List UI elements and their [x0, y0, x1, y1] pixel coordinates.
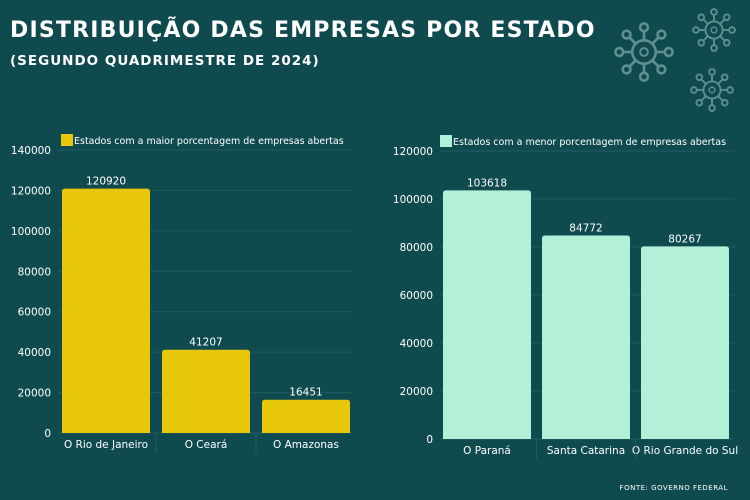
chart1-bar: [162, 349, 250, 433]
chart2-ytick-label: 120000: [393, 146, 433, 158]
chart2-ytick-label: 80000: [400, 242, 433, 254]
chart2-data-label: 80267: [668, 233, 701, 245]
chart1-bar: [262, 399, 350, 433]
chart2-legend-swatch: [440, 135, 452, 147]
chart1-ytick-label: 140000: [11, 145, 51, 157]
chart1-ytick-label: 80000: [18, 266, 51, 278]
chart2-ytick-label: 40000: [400, 338, 433, 350]
chart2-bar: [641, 246, 729, 439]
chart1-ytick-label: 100000: [11, 226, 51, 238]
chart2-xtick-label: O Paraná: [463, 445, 511, 457]
chart1-xtick-label: O Rio de Janeiro: [64, 439, 148, 451]
chart1-data-label: 16451: [289, 387, 322, 399]
page-title: DISTRIBUIÇÃO DAS EMPRESAS POR ESTADO: [10, 18, 596, 43]
chart1-bar: [62, 188, 150, 433]
source-note: FONTE: GOVERNO FEDERAL: [619, 484, 728, 492]
chart1-legend-swatch: [61, 134, 73, 146]
chart2-bar: [542, 235, 630, 439]
chart2-ytick-label: 20000: [400, 386, 433, 398]
chart2-xtick-label: Santa Catarina: [547, 445, 625, 457]
chart2-ytick-label: 100000: [393, 194, 433, 206]
chart2-data-label: 103618: [467, 177, 507, 189]
chart1-xtick-label: O Amazonas: [273, 439, 339, 451]
chart1-xtick-label: O Ceará: [185, 439, 228, 451]
chart1-ytick-label: 0: [44, 428, 51, 440]
chart1-data-label: 120920: [86, 176, 126, 188]
chart2-ytick-label: 0: [426, 434, 433, 446]
chart1-ytick-label: 40000: [18, 347, 51, 359]
chart2-legend-label: Estados com a menor porcentagem de empre…: [453, 137, 726, 148]
chart1-legend-label: Estados com a maior porcentagem de empre…: [74, 136, 344, 147]
chart2-xtick-label: O Rio Grande do Sul: [632, 445, 738, 457]
chart1-ytick-label: 20000: [18, 388, 51, 400]
chart2-ytick-label: 60000: [400, 290, 433, 302]
chart1-data-label: 41207: [189, 337, 222, 349]
chart2-data-label: 84772: [569, 223, 602, 235]
chart1-ytick-label: 60000: [18, 307, 51, 319]
chart2-bar: [443, 190, 531, 439]
chart1-ytick-label: 120000: [11, 185, 51, 197]
page-subtitle: (SEGUNDO QUADRIMESTRE DE 2024): [10, 53, 320, 69]
